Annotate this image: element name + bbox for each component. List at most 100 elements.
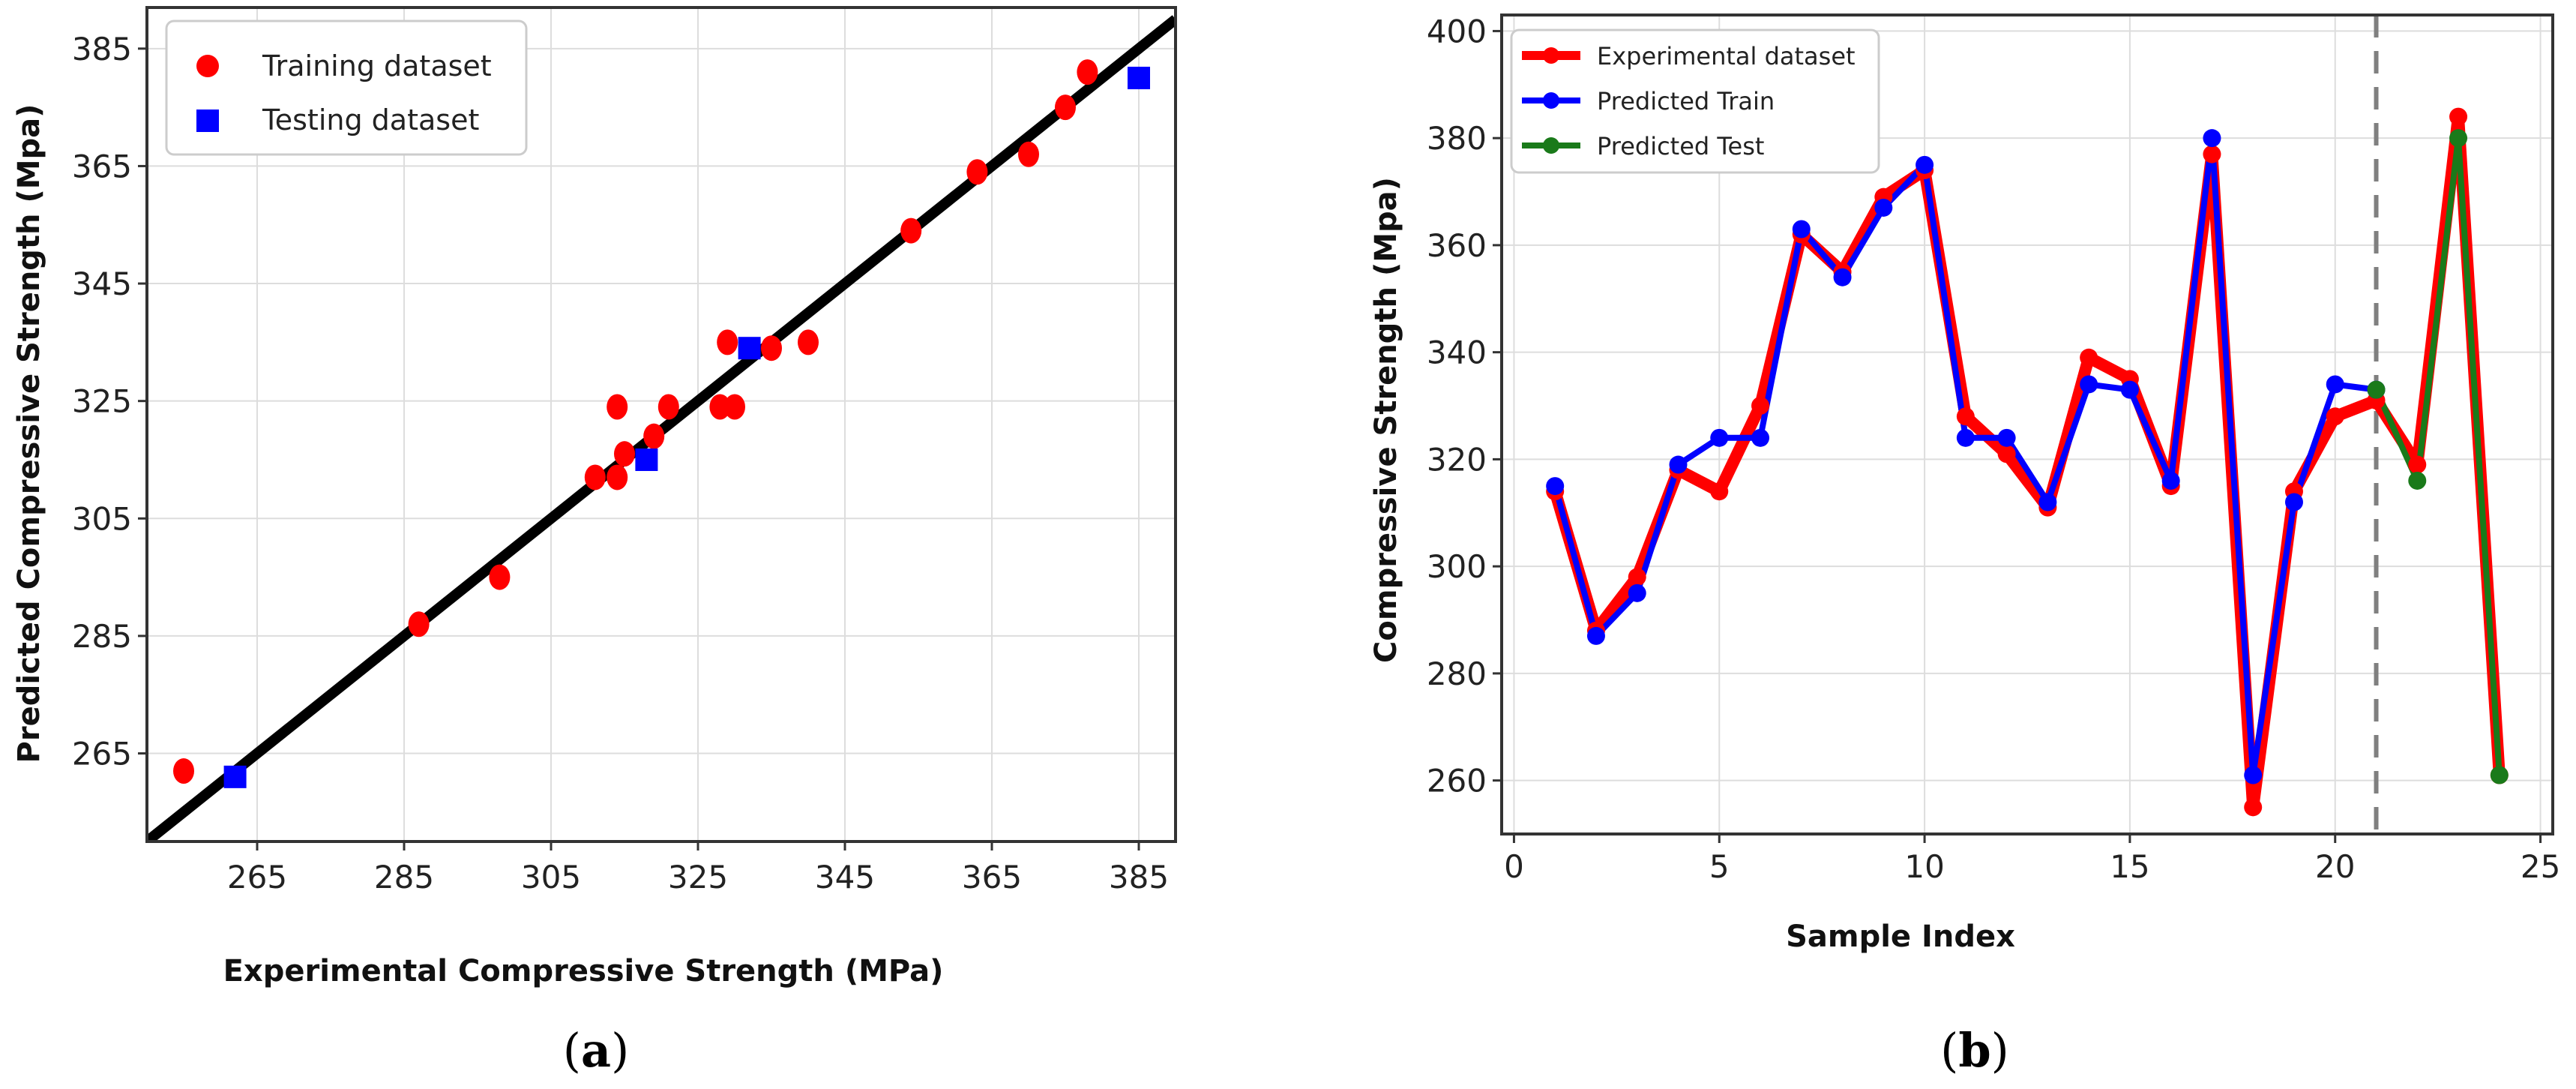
- experimental-point: [2080, 348, 2098, 367]
- legend-predicted-test-marker: [1543, 137, 1559, 154]
- experimental-point: [1997, 445, 2016, 464]
- panel-a-grid: [147, 8, 1176, 842]
- legend-predicted-train-marker: [1543, 92, 1559, 109]
- predicted-test-point: [2408, 471, 2427, 490]
- panel-b-x-axis-label: Sample Index: [1786, 920, 2015, 954]
- predicted-train-point: [1751, 428, 1770, 447]
- legend-testing-marker: [196, 110, 219, 132]
- training-point: [1018, 141, 1039, 167]
- training-point: [900, 218, 922, 244]
- training-point: [709, 394, 731, 420]
- panel-a-y-tick-label: 285: [72, 618, 132, 655]
- experimental-point: [2326, 407, 2344, 426]
- testing-point: [223, 765, 247, 788]
- experimental-point: [2449, 107, 2468, 126]
- panel-b-y-tick-label: 340: [1427, 334, 1487, 371]
- panel-a-x-ticks: 265 285 305 325 345 365 385: [227, 842, 1169, 896]
- predicted-train-point: [2326, 375, 2344, 394]
- panel-a-legend: Training dataset Testing dataset: [165, 20, 528, 156]
- experimental-point: [2408, 455, 2427, 474]
- panel-a-y-ticks: 265 285 305 325 345 365 385: [72, 31, 147, 772]
- predicted-train-point: [1874, 198, 1893, 217]
- panel-b-x-tick-label: 0: [1504, 848, 1524, 885]
- predicted-train-point: [1586, 626, 1605, 645]
- predicted-train-point: [1669, 455, 1688, 474]
- panel-b-y-tick-label: 320: [1427, 441, 1487, 478]
- experimental-point: [1956, 407, 1975, 426]
- panel-a-x-tick-label: 325: [668, 859, 728, 896]
- predicted-train-point: [1956, 428, 1975, 447]
- training-point: [798, 329, 819, 356]
- legend-training-marker: [196, 55, 219, 77]
- predicted-test-point: [2490, 766, 2509, 784]
- training-point: [173, 758, 194, 784]
- panel-a-axes-frame: [145, 6, 1177, 843]
- panel-b-y-tick-label: 360: [1427, 227, 1487, 264]
- panel-a-x-tick-label: 265: [227, 859, 287, 896]
- legend-predicted-train-label: Predicted Train: [1597, 87, 1775, 116]
- predicted-train-point: [1710, 428, 1729, 447]
- predicted-train-point: [2244, 766, 2263, 784]
- training-point: [657, 394, 679, 420]
- panel-b-y-axis-label: Compressive Strength (Mpa): [1369, 177, 1403, 663]
- panel-b-series-points: [1546, 107, 2509, 817]
- panel-b-x-tick-label: 10: [1904, 848, 1944, 885]
- training-point: [1055, 94, 1076, 121]
- training-point: [489, 564, 511, 590]
- panel-b-y-tick-label: 300: [1427, 548, 1487, 585]
- panel-a-points: [173, 59, 1150, 788]
- panel-a-y-tick-label: 325: [72, 383, 132, 420]
- panel-b-x-tick-label: 15: [2110, 848, 2149, 885]
- panel-b-axes-frame: [1500, 14, 2554, 836]
- predicted-train-point: [1916, 155, 1934, 174]
- legend-experimental-marker: [1543, 47, 1559, 64]
- experimental-point: [2244, 798, 2263, 817]
- training-point: [717, 329, 738, 356]
- predicted-test-line: [2373, 135, 2503, 776]
- training-point: [607, 464, 628, 490]
- training-point: [643, 423, 665, 449]
- training-point: [614, 441, 635, 467]
- testing-point: [738, 337, 761, 360]
- legend-testing-label: Testing dataset: [262, 104, 479, 136]
- panel-a-x-axis-label: Experimental Compressive Strength (MPa): [223, 954, 944, 988]
- panel-a-y-tick-label: 345: [72, 266, 132, 302]
- predicted-train-point: [1628, 584, 1646, 602]
- panel-a-x-tick-label: 345: [815, 859, 875, 896]
- panel-a-y-tick-label: 265: [72, 736, 132, 772]
- panel-b-y-tick-label: 260: [1427, 763, 1487, 800]
- panel-b-series-lines: [1549, 110, 2506, 814]
- panel-b-y-tick-label: 280: [1427, 656, 1487, 692]
- panel-a-y-tick-label: 305: [72, 500, 132, 537]
- panel-b-y-tick-label: 380: [1427, 120, 1487, 157]
- panel-a-y-tick-label: 365: [72, 148, 132, 184]
- panel-a-x-tick-label: 285: [374, 859, 434, 896]
- panel-b-x-tick-label: 20: [2315, 848, 2355, 885]
- experimental-point: [1710, 482, 1729, 501]
- training-point: [724, 394, 745, 420]
- predicted-test-point: [2449, 129, 2468, 148]
- experimental-point: [1751, 397, 1770, 416]
- predicted-train-point: [2120, 380, 2139, 399]
- predicted-train-point: [1792, 220, 1811, 238]
- training-point: [1077, 59, 1098, 86]
- training-point: [761, 335, 782, 362]
- experimental-point: [1628, 568, 1646, 586]
- panel-a-x-tick-label: 385: [1109, 859, 1169, 896]
- predicted-train-point: [2203, 129, 2221, 148]
- panel-a-scatter-chart: 265 285 305 325 345 365 385 265 285 305 325 345 365…: [12, 6, 1177, 1078]
- panel-a-y-axis-label: Predicted Compressive Strength (Mpa): [12, 104, 46, 764]
- panel-b-caption: (b): [1940, 1023, 2009, 1078]
- predicted-train-point: [1997, 428, 2016, 447]
- training-point: [966, 159, 988, 185]
- predicted-train-point: [2161, 471, 2180, 490]
- predicted-train-point: [2080, 375, 2098, 394]
- predicted-train-point: [1833, 268, 1852, 286]
- panel-b-line-chart: 0 5 10 15 20 25 260 280 300 320 340 360 380 400 Samp…: [1369, 13, 2560, 1078]
- training-point: [408, 611, 430, 638]
- legend-training-label: Training dataset: [262, 50, 492, 82]
- panel-b-y-ticks: 260 280 300 320 340 360 380 400: [1427, 13, 1502, 800]
- testing-point: [635, 448, 658, 471]
- panel-b-y-tick-label: 400: [1427, 13, 1487, 50]
